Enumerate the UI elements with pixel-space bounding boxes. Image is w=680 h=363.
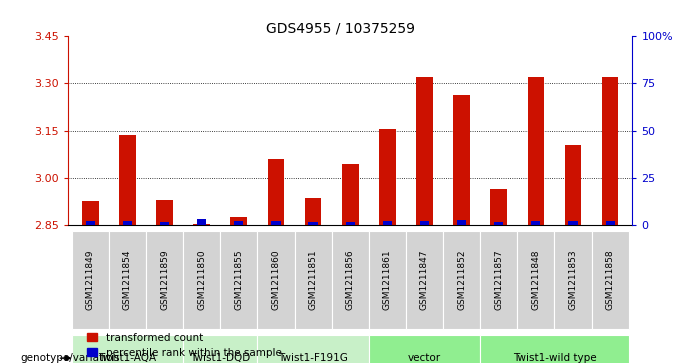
Text: GSM1211860: GSM1211860 [271, 249, 280, 310]
Bar [305, 198, 322, 225]
Text: vector: vector [408, 353, 441, 363]
Bar [156, 200, 173, 225]
Bar [345, 222, 355, 225]
Text: GSM1211850: GSM1211850 [197, 249, 206, 310]
Text: GSM1211858: GSM1211858 [606, 249, 615, 310]
Bar [592, 231, 629, 329]
Legend: transformed count, percentile rank within the sample: transformed count, percentile rank withi… [87, 333, 282, 358]
Text: GSM1211854: GSM1211854 [123, 249, 132, 310]
Bar [193, 224, 210, 225]
Text: GSM1211847: GSM1211847 [420, 249, 429, 310]
Bar [379, 129, 396, 225]
Bar [234, 221, 243, 225]
Text: Twist1-wild type: Twist1-wild type [513, 353, 596, 363]
Bar [568, 221, 577, 225]
Bar [517, 231, 554, 329]
Text: GSM1211848: GSM1211848 [531, 249, 541, 310]
Bar [494, 222, 503, 225]
Bar [457, 220, 466, 225]
Bar [82, 201, 99, 225]
Bar [383, 221, 392, 225]
Bar [454, 94, 470, 225]
Bar [480, 231, 517, 329]
Text: Twist1-AQA: Twist1-AQA [99, 353, 156, 363]
Bar [271, 221, 281, 225]
Text: GSM1211857: GSM1211857 [494, 249, 503, 310]
Bar [564, 145, 581, 225]
Bar [480, 335, 629, 363]
Bar [109, 231, 146, 329]
Bar [183, 231, 220, 329]
Bar [490, 189, 507, 225]
Bar [443, 231, 480, 329]
Text: GSM1211853: GSM1211853 [568, 249, 577, 310]
Bar [257, 335, 369, 363]
Bar [528, 77, 544, 225]
Text: GDS4955 / 10375259: GDS4955 / 10375259 [265, 22, 415, 36]
Text: GSM1211856: GSM1211856 [345, 249, 355, 310]
Bar [342, 164, 358, 225]
Bar [257, 231, 294, 329]
Bar [332, 231, 369, 329]
Bar [71, 335, 183, 363]
Text: GSM1211861: GSM1211861 [383, 249, 392, 310]
Bar [554, 231, 592, 329]
Text: Twist1-DQD: Twist1-DQD [190, 353, 250, 363]
Bar [420, 221, 429, 225]
Bar [531, 221, 541, 225]
Bar [123, 221, 132, 225]
Bar [294, 231, 332, 329]
Bar [183, 335, 257, 363]
Text: Twist1-F191G: Twist1-F191G [278, 353, 348, 363]
Bar [220, 231, 257, 329]
Bar [406, 231, 443, 329]
Text: genotype/variation: genotype/variation [20, 353, 119, 363]
Bar [416, 77, 432, 225]
Bar [71, 231, 109, 329]
Bar [231, 217, 247, 225]
Bar [197, 219, 206, 225]
Bar [146, 231, 183, 329]
Bar [309, 222, 318, 225]
Bar [86, 221, 95, 225]
Bar [369, 231, 406, 329]
Text: GSM1211852: GSM1211852 [457, 249, 466, 310]
Bar [160, 222, 169, 225]
Bar [268, 159, 284, 225]
Bar [119, 135, 136, 225]
Bar [369, 335, 480, 363]
Text: GSM1211855: GSM1211855 [235, 249, 243, 310]
Bar [605, 221, 615, 225]
Text: GSM1211851: GSM1211851 [309, 249, 318, 310]
Text: GSM1211849: GSM1211849 [86, 249, 95, 310]
Text: GSM1211859: GSM1211859 [160, 249, 169, 310]
Bar [602, 77, 619, 225]
